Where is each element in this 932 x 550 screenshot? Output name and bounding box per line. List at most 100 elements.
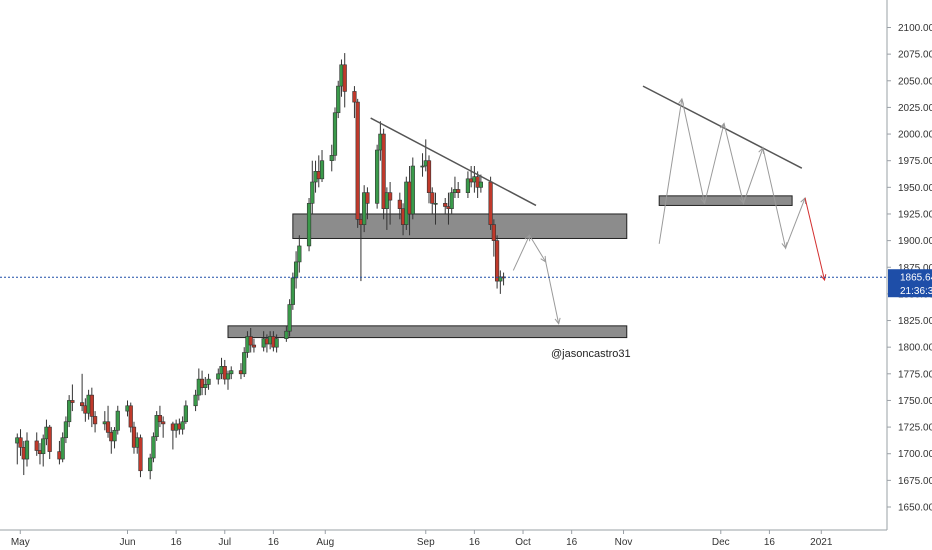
candle <box>410 157 415 220</box>
candle-body <box>465 178 471 193</box>
breakdown-arrow-arrowhead <box>820 274 827 282</box>
y-tick-label: 1875.00 <box>898 263 932 274</box>
candle <box>293 251 299 289</box>
y-tick-label: 1825.00 <box>898 316 932 327</box>
candle <box>180 416 185 435</box>
candle-body <box>494 240 500 282</box>
candle <box>319 150 325 183</box>
candle <box>151 432 156 463</box>
y-tick-label: 1675.00 <box>898 476 932 487</box>
candle <box>89 387 94 428</box>
candle-body <box>18 437 23 448</box>
current-price-badge: 1865.64 21:36:39 <box>888 269 932 298</box>
candle-body <box>420 165 425 168</box>
candle <box>60 432 65 463</box>
candle-body <box>115 410 120 431</box>
candle <box>478 174 483 193</box>
x-tick-label: Dec <box>712 537 730 548</box>
y-tick-label: 1750.00 <box>898 396 932 407</box>
y-tick-label: 2000.00 <box>898 130 932 141</box>
candle-body <box>161 421 166 425</box>
candle <box>274 334 279 353</box>
candle <box>112 427 117 449</box>
candle <box>115 405 120 435</box>
candle <box>154 411 159 441</box>
candle <box>105 405 111 438</box>
x-tick-label: 16 <box>268 537 280 548</box>
candle <box>381 128 386 220</box>
candle-body <box>105 421 111 433</box>
candle <box>384 187 389 230</box>
candle-body <box>151 436 156 459</box>
candle-body <box>355 101 360 220</box>
candle <box>138 434 143 478</box>
candle-body <box>430 192 435 204</box>
candle <box>206 373 211 390</box>
candle-body <box>449 192 454 209</box>
lower-zone <box>227 325 628 339</box>
candle-body <box>138 437 143 472</box>
candle-body <box>310 181 315 204</box>
candles <box>15 53 506 480</box>
candle-body <box>336 85 341 114</box>
candle <box>362 185 367 233</box>
x-tick-label: Jul <box>218 537 231 548</box>
candle <box>375 144 380 209</box>
candle <box>491 219 496 257</box>
candle-body <box>365 192 370 204</box>
candle-body <box>157 415 163 423</box>
candle <box>306 197 312 252</box>
candle <box>67 395 72 428</box>
y-tick-label: 1800.00 <box>898 343 932 354</box>
candle <box>18 429 23 456</box>
candle <box>329 144 334 172</box>
candle-body <box>180 421 185 430</box>
pattern-path-arrowhead <box>678 97 685 105</box>
candle-body <box>433 203 438 205</box>
candle <box>63 416 69 444</box>
x-tick-label: 16 <box>764 537 776 548</box>
y-tick-label: 1775.00 <box>898 369 932 380</box>
candle <box>131 421 137 454</box>
pattern-path-arrowhead <box>700 197 707 205</box>
x-tick-label: Sep <box>417 537 435 548</box>
candle-body <box>274 338 279 348</box>
y-tick-label: 1900.00 <box>898 236 932 247</box>
y-tick-label: 1650.00 <box>898 503 932 514</box>
candle <box>47 424 52 460</box>
x-tick-label: 2021 <box>810 537 833 548</box>
y-tick-label: 2100.00 <box>898 23 932 34</box>
candle-body <box>229 370 234 375</box>
y-axis[interactable]: 2100.00 2075.00 2050.00 2025.00 2000.00 1975.… <box>887 23 932 514</box>
candle <box>388 182 393 225</box>
x-tick-label: 16 <box>469 537 481 548</box>
x-tick-label: Jun <box>119 537 135 548</box>
candle-body <box>154 415 159 437</box>
candle-body <box>381 133 386 209</box>
candle-body <box>297 245 302 263</box>
candle-body <box>242 352 247 375</box>
candle-body <box>92 416 98 425</box>
candle-body <box>41 438 46 455</box>
candle <box>229 366 234 380</box>
candle <box>352 86 357 119</box>
candle-body <box>287 304 292 332</box>
x-axis[interactable]: May Jun 16 Jul 16 Aug Sep 16 Oct 16 Nov Dec 16 2021 <box>11 530 833 548</box>
candle-body <box>362 192 367 225</box>
candle <box>34 432 39 456</box>
candle <box>430 187 435 214</box>
y-tick-label: 2075.00 <box>898 50 932 61</box>
candle <box>251 338 257 353</box>
candle <box>365 187 370 220</box>
candle <box>355 98 360 228</box>
candle <box>216 368 221 385</box>
candle-body <box>319 160 325 180</box>
candle <box>456 182 461 198</box>
candle-body <box>284 330 289 339</box>
candle-body <box>70 400 75 403</box>
projection-path-arrowhead <box>554 317 561 325</box>
candle <box>426 155 432 204</box>
candle-body <box>342 64 347 92</box>
candle-body <box>148 457 153 472</box>
candle-body <box>456 189 461 193</box>
